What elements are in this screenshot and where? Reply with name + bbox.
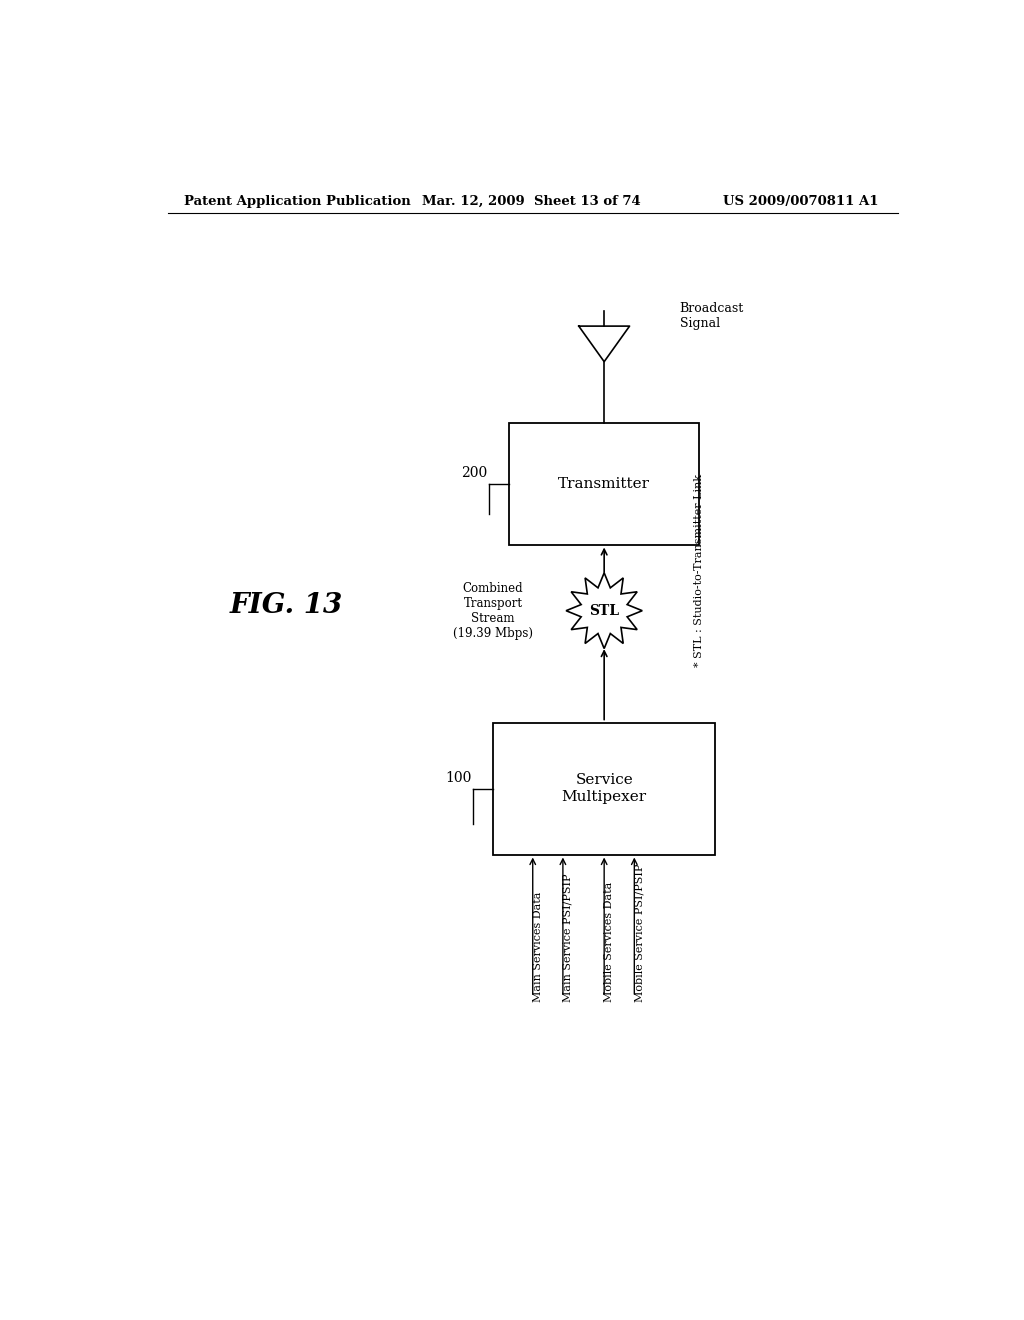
Text: Mobile Service PSI/PSIP: Mobile Service PSI/PSIP — [634, 863, 644, 1002]
Text: Broadcast
Signal: Broadcast Signal — [680, 302, 743, 330]
Bar — [494, 722, 715, 854]
Text: Main Services Data: Main Services Data — [532, 891, 543, 1002]
Text: STL: STL — [589, 603, 620, 618]
Text: * STL : Studio-to-Transmitter Link: * STL : Studio-to-Transmitter Link — [694, 474, 705, 667]
Text: 100: 100 — [445, 771, 472, 785]
Bar — [509, 422, 699, 545]
Text: US 2009/0070811 A1: US 2009/0070811 A1 — [723, 194, 879, 207]
Polygon shape — [566, 573, 642, 648]
Text: FIG. 13: FIG. 13 — [230, 593, 343, 619]
Text: 200: 200 — [461, 466, 487, 480]
Text: Mar. 12, 2009  Sheet 13 of 74: Mar. 12, 2009 Sheet 13 of 74 — [422, 194, 640, 207]
Text: Mobile Services Data: Mobile Services Data — [604, 882, 614, 1002]
Text: Combined
Transport
Stream
(19.39 Mbps): Combined Transport Stream (19.39 Mbps) — [453, 582, 534, 640]
Text: Transmitter: Transmitter — [558, 477, 650, 491]
Text: Service
Multipexer: Service Multipexer — [561, 774, 647, 804]
Text: Patent Application Publication: Patent Application Publication — [183, 194, 411, 207]
Text: Main Service PSI/PSIP: Main Service PSI/PSIP — [563, 874, 572, 1002]
